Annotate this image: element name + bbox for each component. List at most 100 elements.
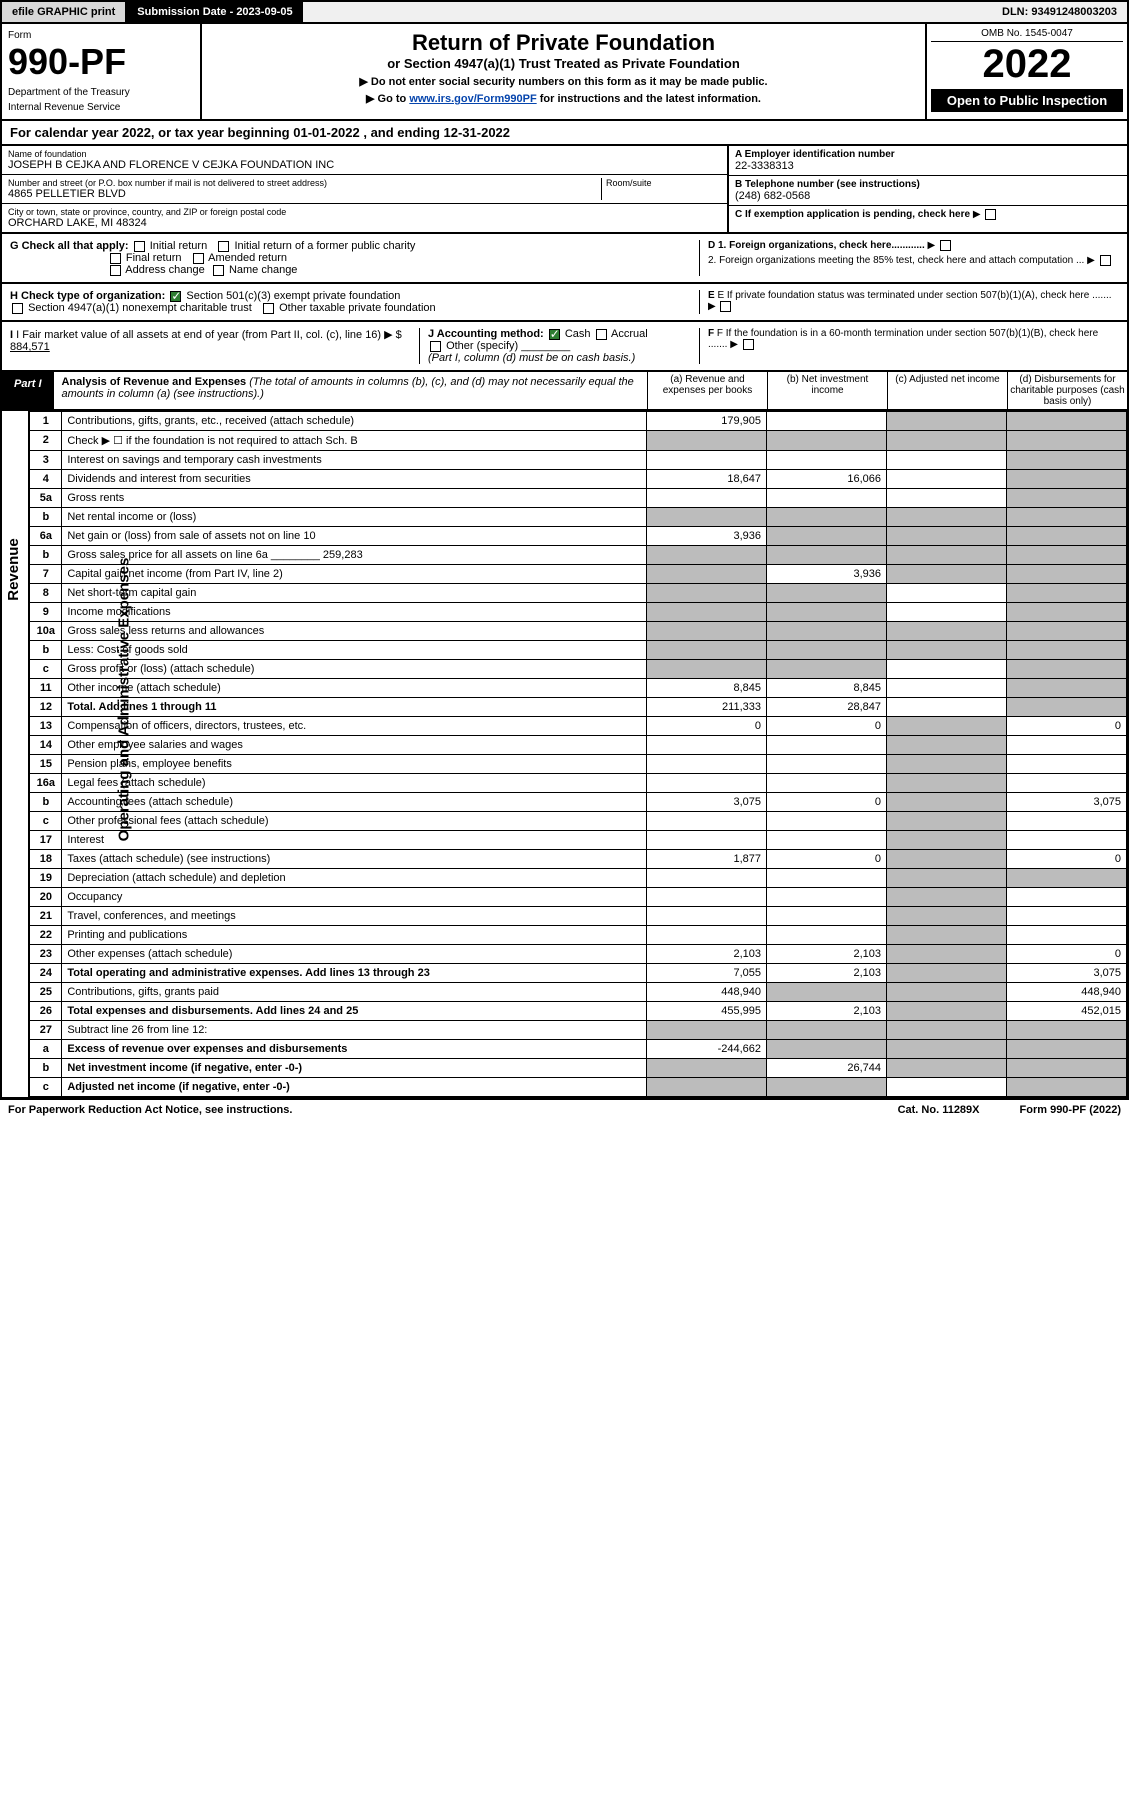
row-val	[887, 603, 1007, 622]
row-val: 0	[767, 793, 887, 812]
row-val	[1007, 926, 1127, 945]
h-4947-checkbox[interactable]	[12, 303, 23, 314]
table-row: 19Depreciation (attach schedule) and dep…	[30, 869, 1127, 888]
row-val: 211,333	[647, 698, 767, 717]
e-checkbox[interactable]	[720, 301, 731, 312]
row-val	[767, 527, 887, 546]
table-row: 16aLegal fees (attach schedule)	[30, 774, 1127, 793]
revenue-label: Revenue	[5, 538, 22, 601]
row-desc: Net rental income or (loss)	[62, 508, 647, 527]
phone: (248) 682-0568	[735, 190, 1121, 202]
g-initial-former-checkbox[interactable]	[218, 241, 229, 252]
submission-date: Submission Date - 2023-09-05	[127, 2, 302, 22]
d1-checkbox[interactable]	[940, 240, 951, 251]
row-val	[767, 774, 887, 793]
table-row: 27Subtract line 26 from line 12:	[30, 1021, 1127, 1040]
row-num: 16a	[30, 774, 62, 793]
footer-left: For Paperwork Reduction Act Notice, see …	[8, 1104, 292, 1116]
row-desc: Net short-term capital gain	[62, 584, 647, 603]
table-row: bAccounting fees (attach schedule)3,0750…	[30, 793, 1127, 812]
tax-year: 2022	[931, 42, 1123, 87]
j-label: J Accounting method:	[428, 328, 544, 340]
row-num: 20	[30, 888, 62, 907]
row-num: 8	[30, 584, 62, 603]
j-accrual-checkbox[interactable]	[596, 329, 607, 340]
row-val	[887, 869, 1007, 888]
g-initial-checkbox[interactable]	[134, 241, 145, 252]
row-val	[767, 508, 887, 527]
row-val	[1007, 641, 1127, 660]
table-row: 14Other employee salaries and wages	[30, 736, 1127, 755]
check-section-g: G Check all that apply: Initial return I…	[0, 234, 1129, 284]
j-cash-checkbox[interactable]	[549, 329, 560, 340]
row-val	[1007, 527, 1127, 546]
c-row: C If exemption application is pending, c…	[729, 206, 1127, 223]
table-row: aExcess of revenue over expenses and dis…	[30, 1040, 1127, 1059]
j-accrual: Accrual	[611, 328, 648, 340]
row-val	[1007, 546, 1127, 565]
table-row: 12Total. Add lines 1 through 11211,33328…	[30, 698, 1127, 717]
i-label: I Fair market value of all assets at end…	[16, 329, 402, 341]
row-val: 448,940	[1007, 983, 1127, 1002]
row-num: 22	[30, 926, 62, 945]
row-val: 2,103	[767, 1002, 887, 1021]
e-row: E E If private foundation status was ter…	[708, 290, 1119, 312]
row-val	[767, 1040, 887, 1059]
c-checkbox[interactable]	[985, 209, 996, 220]
g-final-checkbox[interactable]	[110, 253, 121, 264]
j-other: Other (specify)	[446, 340, 518, 352]
row-desc: Other income (attach schedule)	[62, 679, 647, 698]
address: 4865 PELLETIER BLVD	[8, 188, 601, 200]
row-num: 17	[30, 831, 62, 850]
city-label: City or town, state or province, country…	[8, 207, 721, 217]
row-val	[647, 812, 767, 831]
table-row: 9Income modifications	[30, 603, 1127, 622]
calendar-year-row: For calendar year 2022, or tax year begi…	[0, 121, 1129, 146]
efile-button[interactable]: efile GRAPHIC print	[2, 2, 127, 22]
ein-label: A Employer identification number	[735, 149, 1121, 160]
row-val: 455,995	[647, 1002, 767, 1021]
row-val	[647, 603, 767, 622]
g-amended-checkbox[interactable]	[193, 253, 204, 264]
g-address-checkbox[interactable]	[110, 265, 121, 276]
row-desc: Occupancy	[62, 888, 647, 907]
row-val	[647, 736, 767, 755]
d2-checkbox[interactable]	[1100, 255, 1111, 266]
table-row: 23Other expenses (attach schedule)2,1032…	[30, 945, 1127, 964]
table-row: 4Dividends and interest from securities1…	[30, 470, 1127, 489]
row-desc: Contributions, gifts, grants, etc., rece…	[62, 412, 647, 431]
g-opt2: Final return	[126, 252, 182, 264]
j-other-checkbox[interactable]	[430, 341, 441, 352]
row-val: 3,075	[647, 793, 767, 812]
row-val	[887, 412, 1007, 431]
row-desc: Subtract line 26 from line 12:	[62, 1021, 647, 1040]
h-opt2: Section 4947(a)(1) nonexempt charitable …	[28, 302, 252, 314]
row-desc: Capital gain net income (from Part IV, l…	[62, 565, 647, 584]
row-val	[887, 470, 1007, 489]
row-num: 7	[30, 565, 62, 584]
part1-title-cell: Analysis of Revenue and Expenses (The to…	[54, 372, 647, 409]
row-val	[887, 1040, 1007, 1059]
omb-number: OMB No. 1545-0047	[931, 28, 1123, 42]
g-name-checkbox[interactable]	[213, 265, 224, 276]
table-row: bGross sales price for all assets on lin…	[30, 546, 1127, 565]
row-val	[767, 584, 887, 603]
row-desc: Contributions, gifts, grants paid	[62, 983, 647, 1002]
row-desc: Interest on savings and temporary cash i…	[62, 451, 647, 470]
table-row: 26Total expenses and disbursements. Add …	[30, 1002, 1127, 1021]
h-501c3-checkbox[interactable]	[170, 291, 181, 302]
row-val	[887, 489, 1007, 508]
row-val	[767, 736, 887, 755]
calyear-pre: For calendar year 2022, or tax year begi…	[10, 125, 293, 140]
city-row: City or town, state or province, country…	[2, 204, 727, 232]
table-row: 25Contributions, gifts, grants paid448,9…	[30, 983, 1127, 1002]
row-val	[1007, 603, 1127, 622]
irs-link[interactable]: www.irs.gov/Form990PF	[409, 93, 536, 105]
row-val	[887, 964, 1007, 983]
row-val	[887, 622, 1007, 641]
info-left: Name of foundation JOSEPH B CEJKA AND FL…	[2, 146, 727, 232]
row-val	[1007, 584, 1127, 603]
f-checkbox[interactable]	[743, 339, 754, 350]
row-num: 2	[30, 431, 62, 451]
h-other-checkbox[interactable]	[263, 303, 274, 314]
